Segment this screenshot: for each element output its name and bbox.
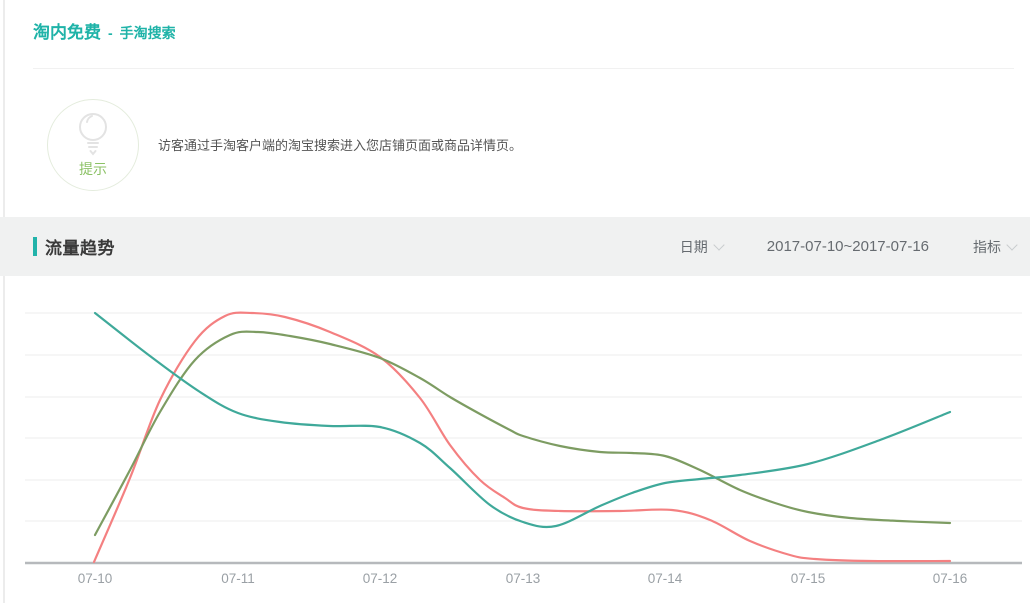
series-line-green	[93, 330, 952, 537]
section-header: 流量趋势 日期 2017-07-10~2017-07-16 指标	[0, 217, 1030, 276]
metric-filter-label: 指标	[973, 238, 1001, 255]
series-line-teal	[93, 311, 952, 529]
x-axis-label: 07-11	[221, 571, 255, 586]
left-edge-divider	[3, 0, 5, 603]
x-axis-label: 07-13	[506, 571, 541, 586]
x-axis-label: 07-15	[791, 571, 826, 586]
traffic-trend-chart: 07-10 07-11 07-12 07-13 07-14 07-15 07-16	[25, 311, 1022, 586]
series-line-red	[92, 311, 952, 564]
tip-text: 访客通过手淘客户端的淘宝搜索进入您店铺页面或商品详情页。	[158, 138, 523, 153]
page-header: 淘内免费 - 手淘搜索	[33, 18, 176, 43]
x-axis-label: 07-12	[363, 571, 398, 586]
x-axis-label: 07-16	[933, 571, 968, 586]
x-axis-label: 07-10	[78, 571, 113, 586]
page-subtitle: 手淘搜索	[119, 25, 176, 41]
metric-filter-dropdown[interactable]: 指标	[973, 237, 1018, 257]
x-axis-label: 07-14	[648, 571, 683, 586]
tip-label: 提示	[79, 161, 107, 177]
date-filter-label: 日期	[679, 238, 708, 255]
chevron-down-icon	[713, 238, 725, 251]
chevron-down-icon	[1006, 238, 1018, 251]
section-title: 流量趋势	[45, 239, 115, 258]
header-divider	[33, 68, 1014, 69]
lightbulb-icon	[79, 113, 107, 156]
chart-controls: 日期 2017-07-10~2017-07-16 指标	[679, 237, 1018, 257]
section-accent-bar	[33, 237, 37, 256]
tip-badge: 提示	[47, 99, 139, 191]
date-range-value[interactable]: 2017-07-10~2017-07-16	[766, 238, 929, 255]
date-filter-dropdown[interactable]: 日期	[679, 237, 725, 257]
page-title: 淘内免费	[33, 23, 101, 42]
title-separator: -	[108, 25, 113, 41]
section-title-group: 流量趋势	[33, 234, 115, 259]
